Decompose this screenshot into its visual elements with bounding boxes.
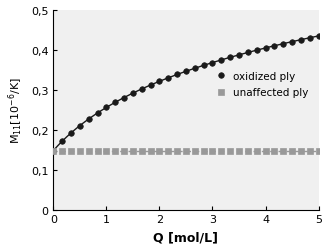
Legend: oxidized ply, unaffected ply: oxidized ply, unaffected ply [213, 72, 308, 98]
oxidized ply [184, 70, 188, 74]
Y-axis label: M$_{11}$[10$^{-6}$/K]: M$_{11}$[10$^{-6}$/K] [7, 77, 25, 144]
unaffected ply [113, 150, 117, 152]
unaffected ply [122, 150, 126, 152]
oxidized ply [69, 132, 73, 135]
oxidized ply [131, 92, 135, 95]
Line: oxidized ply: oxidized ply [51, 34, 321, 154]
oxidized ply [237, 54, 241, 57]
oxidized ply [308, 37, 312, 40]
unaffected ply [219, 150, 223, 152]
oxidized ply [193, 68, 197, 70]
oxidized ply [316, 35, 320, 38]
unaffected ply [87, 150, 91, 152]
unaffected ply [184, 150, 188, 152]
unaffected ply [131, 150, 135, 152]
oxidized ply [281, 43, 285, 46]
oxidized ply [211, 62, 215, 65]
unaffected ply [290, 150, 294, 152]
oxidized ply [264, 47, 267, 50]
oxidized ply [87, 118, 91, 121]
oxidized ply [78, 124, 82, 128]
unaffected ply [228, 150, 232, 152]
oxidized ply [149, 84, 153, 87]
unaffected ply [299, 150, 303, 152]
unaffected ply [166, 150, 170, 152]
unaffected ply [308, 150, 312, 152]
unaffected ply [281, 150, 285, 152]
unaffected ply [175, 150, 179, 152]
oxidized ply [104, 106, 108, 110]
unaffected ply [202, 150, 206, 152]
unaffected ply [272, 150, 276, 152]
oxidized ply [202, 64, 206, 68]
oxidized ply [122, 96, 126, 100]
unaffected ply [149, 150, 153, 152]
unaffected ply [237, 150, 241, 152]
oxidized ply [140, 88, 144, 91]
X-axis label: Q [mol/L]: Q [mol/L] [153, 230, 218, 243]
unaffected ply [193, 150, 197, 152]
oxidized ply [219, 59, 223, 62]
oxidized ply [255, 50, 259, 52]
oxidized ply [272, 45, 276, 48]
oxidized ply [228, 56, 232, 59]
oxidized ply [60, 140, 64, 143]
oxidized ply [299, 39, 303, 42]
unaffected ply [69, 150, 73, 152]
oxidized ply [290, 41, 294, 44]
Line: unaffected ply: unaffected ply [51, 148, 321, 154]
oxidized ply [246, 52, 250, 55]
unaffected ply [316, 150, 320, 152]
oxidized ply [113, 101, 117, 104]
unaffected ply [96, 150, 100, 152]
oxidized ply [175, 74, 179, 77]
oxidized ply [96, 112, 100, 115]
oxidized ply [51, 150, 55, 152]
unaffected ply [211, 150, 215, 152]
oxidized ply [166, 77, 170, 80]
oxidized ply [158, 80, 162, 84]
unaffected ply [60, 150, 64, 152]
unaffected ply [51, 150, 55, 152]
unaffected ply [140, 150, 144, 152]
unaffected ply [255, 150, 259, 152]
unaffected ply [264, 150, 267, 152]
unaffected ply [104, 150, 108, 152]
unaffected ply [78, 150, 82, 152]
unaffected ply [246, 150, 250, 152]
unaffected ply [158, 150, 162, 152]
